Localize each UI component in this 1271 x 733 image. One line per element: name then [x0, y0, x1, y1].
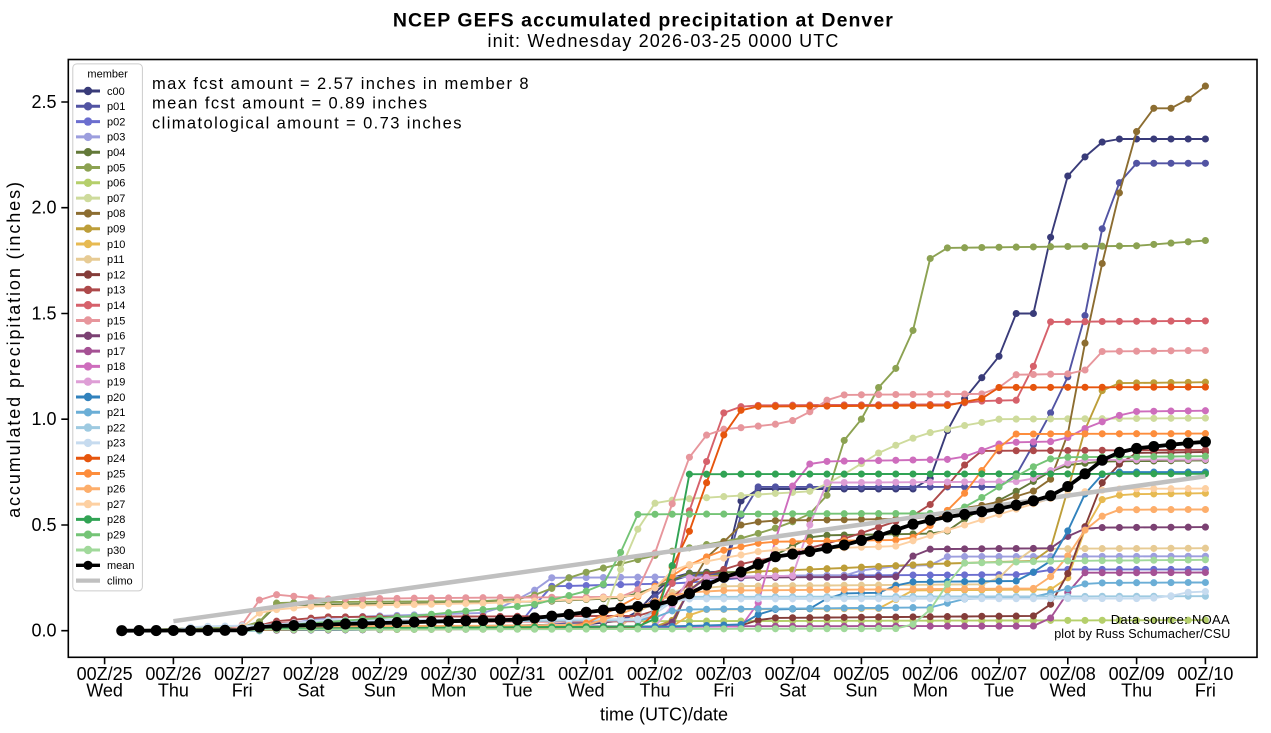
svg-text:time (UTC)/date: time (UTC)/date [600, 704, 728, 724]
svg-text:1.5: 1.5 [31, 304, 56, 324]
svg-text:mean: mean [107, 560, 135, 572]
svg-text:accumulated precipitation (inc: accumulated precipitation (inches) [4, 180, 24, 518]
svg-text:00Z/06: 00Z/06 [902, 664, 958, 684]
svg-text:p16: p16 [107, 331, 125, 343]
svg-text:Sat: Sat [779, 681, 806, 701]
svg-text:p24: p24 [107, 453, 125, 465]
svg-text:00Z/27: 00Z/27 [214, 664, 270, 684]
svg-text:plot by Russ Schumacher/CSU: plot by Russ Schumacher/CSU [1054, 627, 1230, 641]
svg-text:0.5: 0.5 [31, 515, 56, 535]
svg-text:NCEP GEFS accumulated precipit: NCEP GEFS accumulated precipitation at D… [393, 9, 894, 31]
svg-text:Tue: Tue [984, 681, 1014, 701]
svg-text:p20: p20 [107, 392, 125, 404]
svg-text:max fcst amount = 2.57 inches: max fcst amount = 2.57 inches in member … [152, 75, 530, 93]
svg-text:00Z/04: 00Z/04 [765, 664, 821, 684]
svg-text:Sun: Sun [845, 681, 877, 701]
svg-text:p23: p23 [107, 438, 125, 450]
svg-text:Sat: Sat [297, 681, 324, 701]
svg-text:00Z/30: 00Z/30 [421, 664, 477, 684]
svg-text:p14: p14 [107, 300, 125, 312]
svg-text:0.0: 0.0 [31, 621, 56, 641]
svg-text:p05: p05 [107, 162, 125, 174]
svg-text:p19: p19 [107, 377, 125, 389]
svg-text:p17: p17 [107, 346, 125, 358]
svg-text:p10: p10 [107, 239, 125, 251]
svg-text:Fri: Fri [713, 681, 734, 701]
svg-text:p21: p21 [107, 407, 125, 419]
svg-text:00Z/08: 00Z/08 [1040, 664, 1096, 684]
svg-text:00Z/01: 00Z/01 [558, 664, 614, 684]
svg-text:p07: p07 [107, 193, 125, 205]
svg-text:Fri: Fri [1195, 681, 1216, 701]
svg-text:Thu: Thu [639, 681, 670, 701]
svg-text:p02: p02 [107, 116, 125, 128]
svg-text:p27: p27 [107, 499, 125, 511]
svg-text:member: member [87, 69, 128, 81]
svg-text:p26: p26 [107, 484, 125, 496]
svg-text:00Z/29: 00Z/29 [352, 664, 408, 684]
svg-text:Fri: Fri [232, 681, 253, 701]
svg-text:Tue: Tue [502, 681, 532, 701]
svg-text:00Z/07: 00Z/07 [971, 664, 1027, 684]
svg-text:p22: p22 [107, 422, 125, 434]
svg-text:2.0: 2.0 [31, 198, 56, 218]
svg-text:p15: p15 [107, 315, 125, 327]
svg-text:init: Wednesday 2026-03-25 000: init: Wednesday 2026-03-25 0000 UTC [487, 31, 839, 51]
svg-text:p25: p25 [107, 468, 125, 480]
svg-text:p09: p09 [107, 224, 125, 236]
svg-text:00Z/31: 00Z/31 [489, 664, 545, 684]
svg-text:1.0: 1.0 [31, 409, 56, 429]
svg-text:p08: p08 [107, 208, 125, 220]
svg-text:Wed: Wed [568, 681, 605, 701]
svg-text:p30: p30 [107, 545, 125, 557]
svg-text:Data source: NOAA: Data source: NOAA [1111, 612, 1230, 627]
svg-text:2.5: 2.5 [31, 92, 56, 112]
svg-text:Thu: Thu [1121, 681, 1152, 701]
svg-text:p03: p03 [107, 132, 125, 144]
svg-text:Wed: Wed [86, 681, 123, 701]
svg-text:00Z/26: 00Z/26 [145, 664, 201, 684]
svg-text:p18: p18 [107, 361, 125, 373]
svg-text:p11: p11 [107, 254, 125, 266]
svg-text:00Z/28: 00Z/28 [283, 664, 339, 684]
svg-text:00Z/05: 00Z/05 [833, 664, 889, 684]
svg-text:00Z/25: 00Z/25 [77, 664, 133, 684]
svg-text:00Z/02: 00Z/02 [627, 664, 683, 684]
svg-text:p29: p29 [107, 530, 125, 542]
svg-text:00Z/10: 00Z/10 [1177, 664, 1233, 684]
svg-text:p06: p06 [107, 178, 125, 190]
svg-text:mean fcst amount = 0.89 inches: mean fcst amount = 0.89 inches [152, 95, 428, 113]
svg-text:p04: p04 [107, 147, 125, 159]
svg-text:00Z/09: 00Z/09 [1109, 664, 1165, 684]
svg-text:Mon: Mon [431, 681, 466, 701]
svg-text:Thu: Thu [158, 681, 189, 701]
svg-text:00Z/03: 00Z/03 [696, 664, 752, 684]
svg-text:Mon: Mon [913, 681, 948, 701]
svg-text:p28: p28 [107, 514, 125, 526]
svg-text:Sun: Sun [364, 681, 396, 701]
svg-text:p13: p13 [107, 285, 125, 297]
svg-text:c00: c00 [107, 86, 125, 98]
svg-text:climo: climo [107, 575, 133, 587]
svg-text:climatological amount = 0.73 i: climatological amount = 0.73 inches [152, 115, 463, 133]
svg-text:p01: p01 [107, 101, 125, 113]
svg-text:p12: p12 [107, 269, 125, 281]
svg-text:Wed: Wed [1049, 681, 1086, 701]
